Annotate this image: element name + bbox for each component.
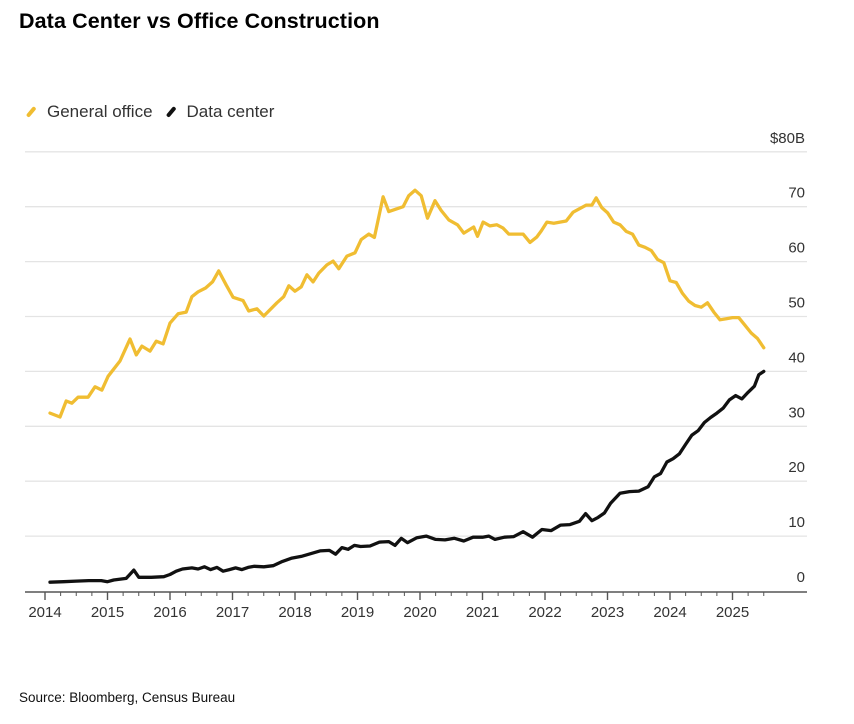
x-tick-label-2022: 2022 bbox=[528, 604, 561, 621]
x-tick-label-2016: 2016 bbox=[153, 604, 186, 621]
x-tick-label-2021: 2021 bbox=[466, 604, 499, 621]
source-note: Source: Bloomberg, Census Bureau bbox=[19, 690, 236, 705]
x-tick-label-2020: 2020 bbox=[403, 604, 436, 621]
gridlines bbox=[25, 151, 807, 537]
x-tick-label-2015: 2015 bbox=[91, 604, 124, 621]
x-axis: 2014 2015 2016 2017 2018 2019 2020 2021 2022 2023… bbox=[25, 591, 807, 621]
legend-item-data-center: Data center bbox=[165, 102, 275, 122]
x-tick-label-2025: 2025 bbox=[716, 604, 749, 621]
y-tick-label-0: 0 bbox=[797, 569, 805, 586]
y-tick-label-70: 70 bbox=[788, 185, 805, 202]
x-tick-label-2024: 2024 bbox=[653, 604, 686, 621]
series-line-data-center bbox=[48, 369, 766, 584]
y-tick-label-60: 60 bbox=[788, 240, 805, 257]
x-tick-label-2023: 2023 bbox=[591, 604, 624, 621]
legend-label-general-office: General office bbox=[47, 102, 153, 121]
y-axis: 0 10 20 30 40 50 60 70 $80B bbox=[770, 130, 805, 586]
x-tick-label-2017: 2017 bbox=[216, 604, 249, 621]
x-tick-label-2019: 2019 bbox=[341, 604, 374, 621]
y-tick-label-20: 20 bbox=[788, 459, 805, 476]
x-tick-label-2018: 2018 bbox=[278, 604, 311, 621]
legend-item-general-office: General office bbox=[25, 102, 153, 122]
y-tick-label-40: 40 bbox=[788, 349, 805, 366]
series-line-general-office bbox=[48, 188, 766, 419]
legend-label-data-center: Data center bbox=[186, 102, 275, 121]
chart-title: Data Center vs Office Construction bbox=[19, 9, 380, 33]
x-tick-label-2014: 2014 bbox=[28, 604, 61, 621]
chart-legend: General office Data center bbox=[25, 102, 286, 122]
y-tick-label-50: 50 bbox=[788, 295, 805, 312]
y-tick-label-30: 30 bbox=[788, 404, 805, 421]
y-tick-label-10: 10 bbox=[788, 514, 805, 531]
series-lines bbox=[48, 188, 766, 584]
y-tick-label-80: $80B bbox=[770, 130, 805, 147]
